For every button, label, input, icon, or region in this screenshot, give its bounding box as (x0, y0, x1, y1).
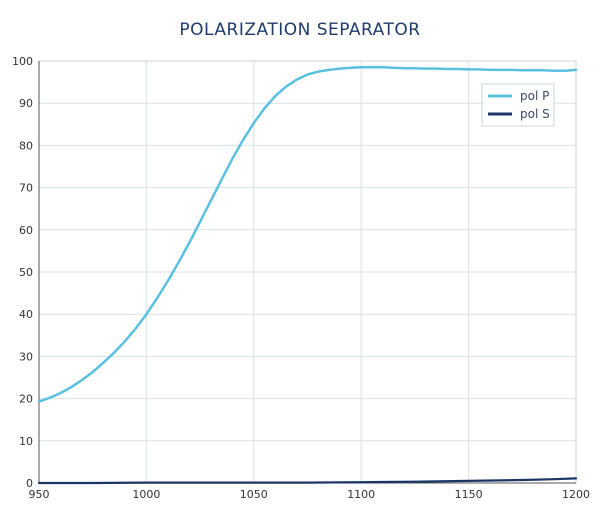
y-tick-label: 40 (19, 308, 33, 321)
series-line-pol-s (37, 477, 578, 485)
x-tick-label: 1050 (240, 488, 268, 501)
legend-box (481, 83, 555, 127)
chart-title: POLARIZATION SEPARATOR (179, 20, 421, 40)
legend: pol P pol S (481, 83, 555, 127)
y-tick-label: 20 (19, 393, 33, 406)
y-tick-label: 90 (19, 97, 33, 110)
x-tick-label: 1000 (132, 488, 160, 501)
axes: 950 1000 1050 1100 1150 1200 0 10 20 30 40 50 60 70 80… (12, 55, 590, 501)
y-tick-label: 0 (26, 477, 33, 490)
y-tick-label: 10 (19, 435, 33, 448)
y-tick-label: 30 (19, 350, 33, 363)
x-tick-label: 950 (29, 488, 50, 501)
y-tick-label: 50 (19, 266, 33, 279)
y-tick-label: 100 (12, 55, 33, 68)
y-tick-label: 80 (19, 139, 33, 152)
y-tick-label: 60 (19, 224, 33, 237)
legend-label: pol P (520, 89, 549, 103)
y-tick-label: 70 (19, 182, 33, 195)
series-lines (37, 66, 578, 485)
x-tick-label: 1100 (347, 488, 375, 501)
legend-label: pol S (520, 107, 550, 121)
x-tick-label: 1200 (562, 488, 590, 501)
series-line-pol-p (37, 66, 578, 403)
x-tick-label: 1150 (455, 488, 483, 501)
grid (39, 61, 576, 483)
